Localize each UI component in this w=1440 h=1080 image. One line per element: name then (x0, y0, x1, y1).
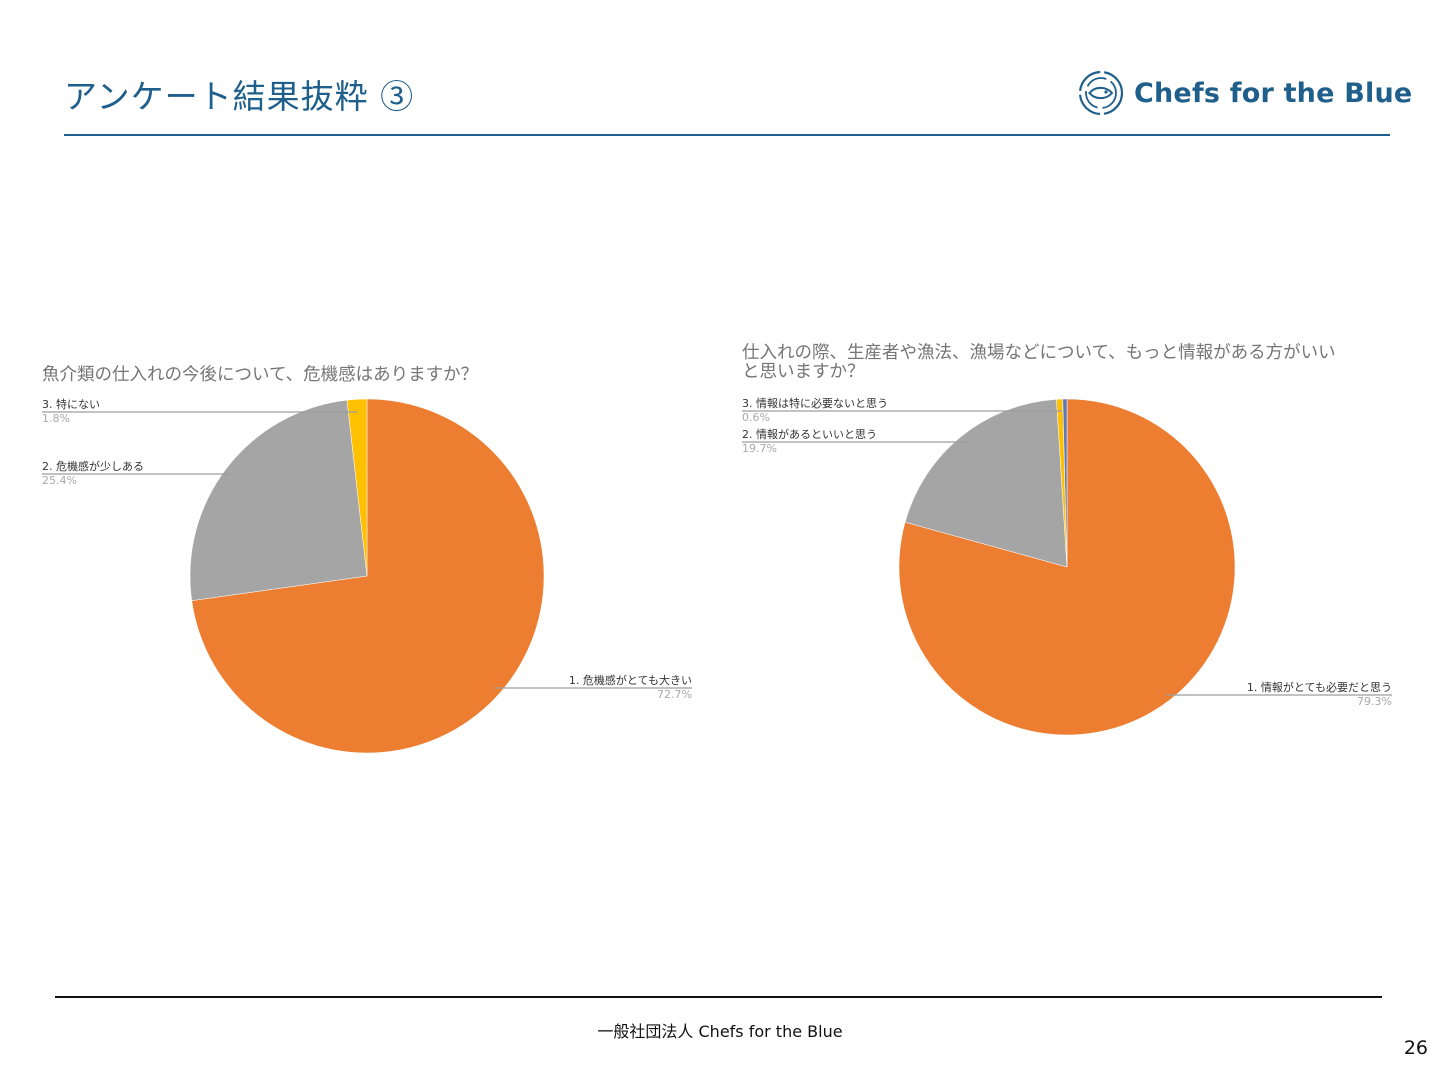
slice-label: 3. 特にない (42, 397, 100, 411)
pie-slice (346, 398, 368, 577)
pie-chart-crisis-awareness: 魚介類の仕入れの今後について、危機感はありますか？ 1. 危機感がとても大きい 7… (20, 330, 720, 780)
slice-label: 3. 情報は特に必要ないと思う (742, 396, 888, 410)
pie-slice (904, 399, 1068, 568)
slice-label: 1. 危機感がとても大きい (569, 673, 692, 687)
pie-slice (189, 399, 368, 601)
slice-percent: 19.7% (742, 442, 777, 455)
footer-organization: 一般社団法人 Chefs for the Blue (597, 1022, 843, 1041)
pie-slices (898, 398, 1236, 736)
slice-percent: 1.8% (42, 412, 70, 425)
logo-text: Chefs for the Blue (1134, 77, 1413, 109)
slice-label: 2. 危機感が少しある (42, 459, 144, 473)
pie-chart-information-need: 仕入れの際、生産者や漁法、漁場などについて、もっと情報がある方がいい と思います… (722, 325, 1414, 765)
title-divider (64, 134, 1390, 136)
pie-slice (1062, 398, 1068, 568)
slice-label: 1. 情報がとても必要だと思う (1247, 680, 1392, 694)
slide-title: アンケート結果抜粋 ③ (64, 77, 415, 116)
slice-percent: 79.3% (1357, 695, 1392, 708)
pie-slices (189, 398, 545, 754)
slice-label: 2. 情報があるといいと思う (742, 427, 877, 441)
chart-title: 仕入れの際、生産者や漁法、漁場などについて、もっと情報がある方がいい と思います… (742, 343, 1336, 382)
slice-percent: 0.6% (742, 411, 770, 424)
footer-divider (55, 996, 1382, 998)
chart-title: 魚介類の仕入れの今後について、危機感はありますか？ (42, 365, 479, 385)
page-number: 26 (1403, 1037, 1428, 1059)
pie-slice (191, 398, 545, 754)
slice-percent: 25.4% (42, 474, 77, 487)
fish-circle-logo-icon (1078, 70, 1124, 116)
brand-logo: Chefs for the Blue (1076, 68, 1412, 118)
slice-percent: 72.7% (657, 688, 692, 701)
